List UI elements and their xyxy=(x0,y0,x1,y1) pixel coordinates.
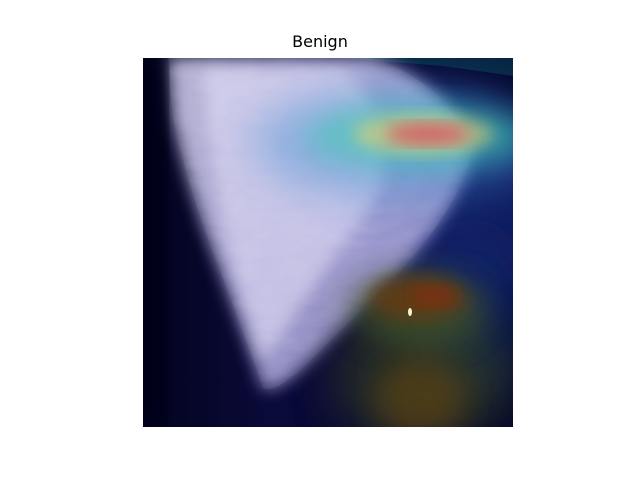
heatmap-lower-region xyxy=(333,268,513,427)
figure-title: Benign xyxy=(292,32,348,51)
mammogram-heatmap-image xyxy=(143,58,513,427)
heatmap-upper-region xyxy=(253,88,513,198)
